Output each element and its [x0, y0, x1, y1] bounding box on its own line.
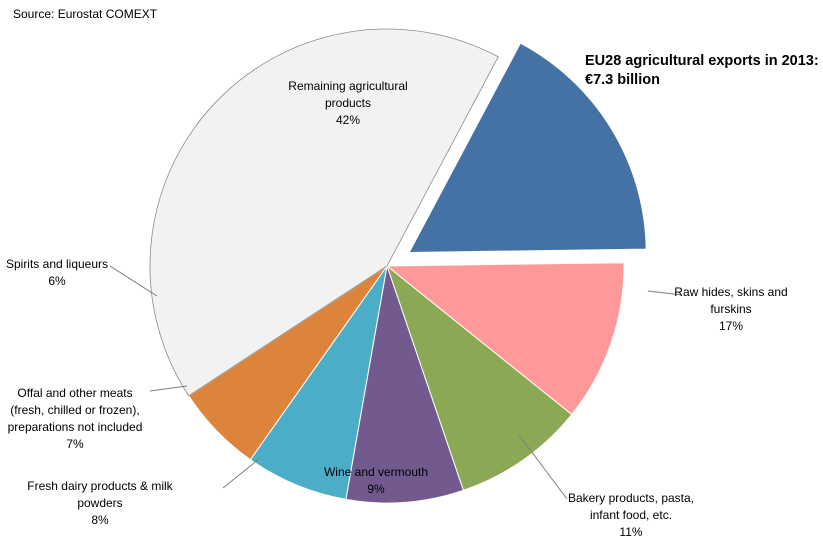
slice-name-line-6-0: Remaining agricultural: [288, 79, 407, 93]
slice-value-4: 7%: [66, 437, 84, 451]
slice-label-3: Fresh dairy products & milk powders 8%: [27, 479, 173, 527]
slice-name-line-3-1: powders: [77, 496, 122, 510]
slice-name-line-0-0: Raw hides, skins and: [674, 285, 787, 299]
pie-slice-1: [385, 262, 625, 416]
leader-line-5: [109, 265, 158, 297]
pie-slice-4: [249, 265, 388, 500]
slice-label-5: Spirits and liqueurs 6%: [6, 257, 108, 288]
slice-value-0: 17%: [719, 319, 743, 333]
pie-slice-0: [408, 42, 647, 253]
slice-name-line-4-2: preparations not included: [8, 420, 143, 434]
pie-slice-2: [385, 264, 573, 491]
leader-line-0: [647, 290, 683, 296]
slice-value-2: 9%: [367, 482, 385, 496]
chart-source: Source: Eurostat COMEXT: [13, 7, 158, 21]
pie-slice-3: [345, 265, 465, 504]
leader-line-1: [518, 434, 568, 500]
slice-name-line-1-0: Bakery products, pasta,: [568, 491, 694, 505]
slice-name-line-2-0: Wine and vermouth: [324, 465, 428, 479]
slice-value-3: 8%: [91, 513, 109, 527]
slice-label-4: Offal and other meats (fresh, chilled or …: [8, 386, 143, 451]
slice-value-1: 11%: [619, 525, 642, 539]
slice-label-6: Remaining agricultural products 42%: [288, 79, 407, 127]
slice-value-6: 42%: [336, 113, 360, 127]
slice-name-line-4-0: Offal and other meats: [17, 386, 132, 400]
leader-line-4: [149, 385, 188, 392]
slice-name-line-4-1: (fresh, chilled or frozen),: [10, 403, 139, 417]
slice-name-line-3-0: Fresh dairy products & milk: [27, 479, 173, 493]
slice-name-line-0-1: furskins: [710, 302, 751, 316]
slice-label-1: Bakery products, pasta, infant food, etc.…: [568, 491, 694, 539]
slice-name-line-5-0: Spirits and liqueurs: [6, 257, 108, 271]
slice-label-2: Wine and vermouth 9%: [324, 465, 428, 496]
chart-title-line-2: €7.3 billion: [585, 72, 660, 88]
slice-name-line-1-1: infant food, etc.: [590, 508, 672, 522]
chart-title: EU28 agricultural exports in 2013: €7.3 …: [585, 52, 821, 90]
pie-slice-6: [149, 28, 499, 397]
slice-label-0: Raw hides, skins and furskins 17%: [674, 285, 787, 333]
chart-title-line-1: EU28 agricultural exports in 2013:: [585, 53, 819, 69]
slice-value-5: 6%: [48, 274, 66, 288]
slice-name-line-6-1: products: [325, 96, 371, 110]
leader-line-3: [222, 458, 260, 489]
